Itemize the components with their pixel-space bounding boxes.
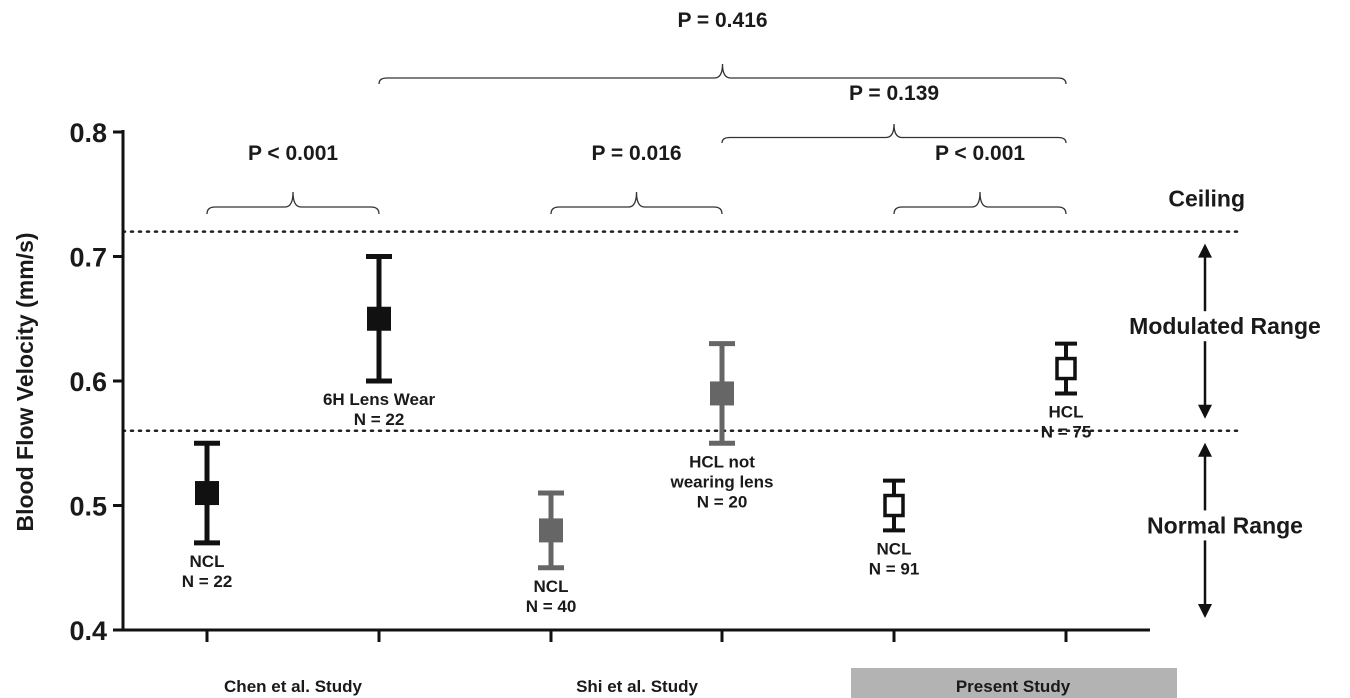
range-annotations: Modulated Range Normal Range: [1112, 243, 1338, 618]
point-label: HCL not: [689, 452, 755, 471]
point-label: N = 20: [697, 492, 748, 511]
mean-marker: [710, 381, 734, 406]
y-tick-label: 0.4: [69, 616, 107, 646]
comparison-p-value: P = 0.016: [591, 142, 681, 165]
mean-marker: [195, 481, 219, 506]
point-label: N = 40: [526, 597, 577, 616]
y-axis-title: Blood Flow Velocity (mm/s): [12, 232, 38, 531]
mean-marker: [539, 518, 563, 543]
group-label: Shi et al. Study: [576, 677, 698, 696]
comparison-p-value: P = 0.416: [677, 9, 767, 32]
point-label: 6H Lens Wear: [323, 390, 436, 409]
range-label-background: [1112, 311, 1338, 342]
group-label: Present Study: [956, 677, 1071, 696]
mean-marker: [883, 493, 905, 518]
mean-marker: [1055, 356, 1077, 381]
point-label: NCL: [534, 577, 569, 596]
comparison-p-value: P = 0.139: [849, 82, 939, 105]
mean-marker: [367, 306, 391, 331]
comparison-bracket: [893, 191, 1067, 215]
comparison-brackets: P = 0.416 P = 0.139 P < 0.001 P = 0.016 P < …: [206, 9, 1067, 215]
point-label: N = 22: [182, 572, 233, 591]
range-arrow-head-down: [1198, 404, 1212, 419]
comparison-p-value: P < 0.001: [248, 142, 338, 165]
comparison-p-value: P < 0.001: [935, 142, 1025, 165]
comparison-bracket: [378, 63, 1067, 85]
range-arrow-head-up: [1198, 442, 1212, 457]
data-points: [194, 254, 1077, 571]
y-tick-label: 0.8: [69, 118, 107, 148]
comparison-bracket: [721, 123, 1067, 144]
range-label: Normal Range: [1147, 512, 1303, 538]
range-label: Modulated Range: [1129, 313, 1321, 339]
group-bands: Chen et al. Study Shi et al. Study Present…: [224, 668, 1177, 698]
range-arrow-head-up: [1198, 243, 1212, 258]
axes: 0.4 0.5 0.6 0.7 0.8 Blood Flow Velocity (mm/s…: [12, 118, 1150, 646]
point-label: wearing lens: [670, 472, 774, 491]
y-tick-label: 0.6: [69, 367, 107, 397]
point-label: HCL: [1049, 402, 1084, 421]
reference-lines: Ceiling: [121, 186, 1245, 433]
group-label: Chen et al. Study: [224, 677, 362, 696]
point-label: N = 75: [1041, 422, 1092, 441]
point-label: NCL: [190, 552, 225, 571]
range-label-background: [1112, 510, 1338, 541]
comparison-bracket: [206, 191, 380, 215]
group-highlight-band: [851, 668, 1177, 698]
range-arrow-head-down: [1198, 604, 1212, 618]
comparison-bracket: [550, 191, 723, 215]
point-label: N = 22: [354, 410, 405, 429]
point-label: NCL: [877, 539, 912, 558]
reference-line-label: Ceiling: [1168, 186, 1245, 212]
y-tick-label: 0.7: [69, 243, 107, 273]
point-label: N = 91: [869, 559, 920, 578]
y-tick-label: 0.5: [69, 492, 107, 522]
